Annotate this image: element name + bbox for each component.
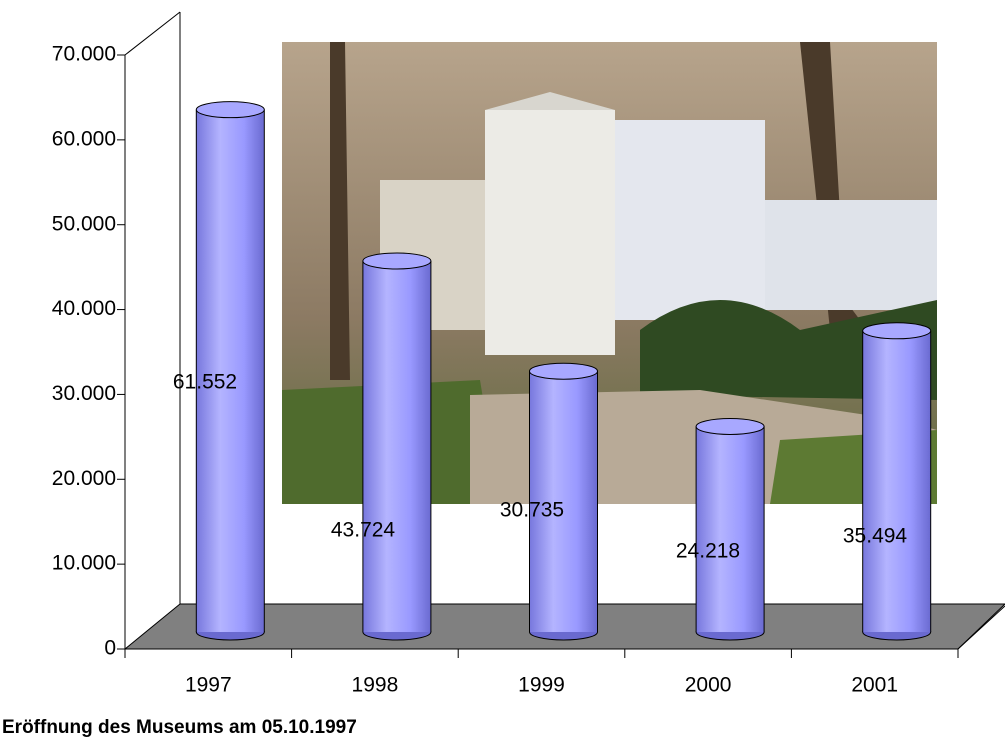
- x-tick-label: 2001: [851, 674, 898, 697]
- bar: [863, 331, 931, 632]
- data-label: 24.218: [676, 540, 740, 563]
- data-label: 43.724: [331, 519, 396, 542]
- wall-edge: [125, 12, 180, 55]
- data-label: 35.494: [843, 525, 908, 548]
- chart: Eröffnung des Museums am 05.10.1997 0 10.…: [0, 0, 1005, 742]
- cylinder-top: [863, 323, 931, 339]
- y-tick-label: 10.000: [52, 552, 116, 575]
- data-label: 61.552: [173, 371, 237, 394]
- x-tick-label: 2000: [685, 674, 732, 697]
- cylinder-top: [363, 253, 431, 269]
- data-label: 30.735: [500, 499, 564, 522]
- y-tick-label: 30.000: [52, 382, 116, 405]
- y-tick-label: 40.000: [52, 297, 116, 320]
- cylinder-top: [696, 418, 764, 434]
- x-tick-label: 1999: [518, 674, 565, 697]
- bar: [363, 261, 431, 632]
- y-tick-label: 20.000: [52, 467, 116, 490]
- x-tick-label: 1998: [352, 674, 399, 697]
- x-tick-label: 1997: [185, 674, 232, 697]
- cylinder-top: [196, 102, 264, 118]
- bar: [696, 426, 764, 632]
- y-tick-label: 50.000: [52, 212, 116, 235]
- footnote: Eröffnung des Museums am 05.10.1997: [2, 717, 357, 738]
- y-tick-label: 0: [104, 637, 116, 660]
- y-tick-label: 70.000: [52, 43, 116, 66]
- cylinder-top: [530, 363, 598, 379]
- y-tick-label: 60.000: [52, 127, 116, 150]
